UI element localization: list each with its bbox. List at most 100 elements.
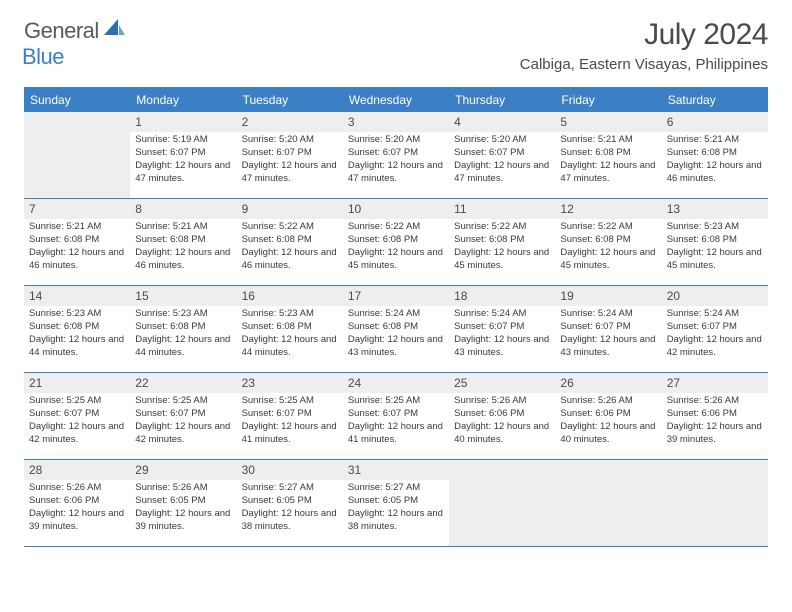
sunrise-line: Sunrise: 5:26 AM <box>29 482 125 495</box>
day-number: 10 <box>343 199 449 219</box>
sunrise-line: Sunrise: 5:25 AM <box>348 395 444 408</box>
calendar-cell: 20Sunrise: 5:24 AMSunset: 6:07 PMDayligh… <box>662 286 768 372</box>
day-number: 19 <box>555 286 661 306</box>
sunset-line: Sunset: 6:08 PM <box>29 234 125 247</box>
sunset-line: Sunset: 6:08 PM <box>348 321 444 334</box>
sunset-line: Sunset: 6:07 PM <box>29 408 125 421</box>
calendar-cell: 15Sunrise: 5:23 AMSunset: 6:08 PMDayligh… <box>130 286 236 372</box>
day-header-wednesday: Wednesday <box>343 89 449 112</box>
header: General July 2024 Calbiga, Eastern Visay… <box>0 0 792 79</box>
sunrise-line: Sunrise: 5:20 AM <box>242 134 338 147</box>
day-number: 8 <box>130 199 236 219</box>
logo-sail-icon <box>104 19 126 42</box>
sunrise-line: Sunrise: 5:25 AM <box>29 395 125 408</box>
sunset-line: Sunset: 6:08 PM <box>667 234 763 247</box>
daylight-line: Daylight: 12 hours and 47 minutes. <box>560 160 656 186</box>
sunset-line: Sunset: 6:05 PM <box>242 495 338 508</box>
daylight-line: Daylight: 12 hours and 39 minutes. <box>667 421 763 447</box>
calendar-cell: 28Sunrise: 5:26 AMSunset: 6:06 PMDayligh… <box>24 460 130 546</box>
calendar-cell: 24Sunrise: 5:25 AMSunset: 6:07 PMDayligh… <box>343 373 449 459</box>
daylight-line: Daylight: 12 hours and 42 minutes. <box>29 421 125 447</box>
day-number: 22 <box>130 373 236 393</box>
day-number: 17 <box>343 286 449 306</box>
calendar-cell: 21 Sunrise: 5:25 AMSunset: 6:07 PMDayligh… <box>24 373 130 459</box>
sunset-line: Sunset: 6:08 PM <box>348 234 444 247</box>
daylight-line: Daylight: 12 hours and 43 minutes. <box>454 334 550 360</box>
day-number: 16 <box>237 286 343 306</box>
sunset-line: Sunset: 6:07 PM <box>348 408 444 421</box>
day-header-friday: Friday <box>555 89 661 112</box>
day-number: 1 <box>130 112 236 132</box>
day-number: 13 <box>662 199 768 219</box>
sunrise-line: Sunrise: 5:27 AM <box>348 482 444 495</box>
calendar-cell: 4Sunrise: 5:20 AMSunset: 6:07 PMDaylight… <box>449 112 555 198</box>
day-number: 9 <box>237 199 343 219</box>
daylight-line: Daylight: 12 hours and 42 minutes. <box>135 421 231 447</box>
logo-text-general: General <box>24 18 99 44</box>
calendar-cell: 12Sunrise: 5:22 AMSunset: 6:08 PMDayligh… <box>555 199 661 285</box>
calendar-cell: 25Sunrise: 5:26 AMSunset: 6:06 PMDayligh… <box>449 373 555 459</box>
sunset-line: Sunset: 6:08 PM <box>29 321 125 334</box>
daylight-line: Daylight: 12 hours and 38 minutes. <box>242 508 338 534</box>
sunrise-line: Sunrise: 5:21 AM <box>667 134 763 147</box>
calendar-cell: 23Sunrise: 5:25 AMSunset: 6:07 PMDayligh… <box>237 373 343 459</box>
day-number: 27 <box>662 373 768 393</box>
sunrise-line: Sunrise: 5:25 AM <box>135 395 231 408</box>
calendar-cell: 14Sunrise: 5:23 AMSunset: 6:08 PMDayligh… <box>24 286 130 372</box>
daylight-line: Daylight: 12 hours and 45 minutes. <box>560 247 656 273</box>
day-number: 31 <box>343 460 449 480</box>
daylight-line: Daylight: 12 hours and 43 minutes. <box>348 334 444 360</box>
weeks-container: 1Sunrise: 5:19 AMSunset: 6:07 PMDaylight… <box>24 112 768 547</box>
day-number: 20 <box>662 286 768 306</box>
day-number: 3 <box>343 112 449 132</box>
week-row: 21Sunrise: 5:25 AMSunset: 6:07 PMDayligh… <box>24 373 768 460</box>
calendar-cell: 9Sunrise: 5:22 AMSunset: 6:08 PMDaylight… <box>237 199 343 285</box>
sunrise-line: Sunrise: 5:25 AM <box>242 395 338 408</box>
calendar-cell: 11Sunrise: 5:22 AMSunset: 6:08 PMDayligh… <box>449 199 555 285</box>
daylight-line: Daylight: 12 hours and 46 minutes. <box>29 247 125 273</box>
logo: General <box>24 18 128 44</box>
day-header-thursday: Thursday <box>449 89 555 112</box>
sunset-line: Sunset: 6:07 PM <box>135 147 231 160</box>
calendar-cell: 1Sunrise: 5:19 AMSunset: 6:07 PMDaylight… <box>130 112 236 198</box>
daylight-line: Daylight: 12 hours and 39 minutes. <box>29 508 125 534</box>
day-number: 25 <box>449 373 555 393</box>
daylight-line: Daylight: 12 hours and 39 minutes. <box>135 508 231 534</box>
calendar-cell: 18 Sunrise: 5:24 AMSunset: 6:07 PMDayligh… <box>449 286 555 372</box>
sunset-line: Sunset: 6:07 PM <box>454 321 550 334</box>
daylight-line: Daylight: 12 hours and 47 minutes. <box>348 160 444 186</box>
calendar-cell: 30Sunrise: 5:27 AMSunset: 6:05 PMDayligh… <box>237 460 343 546</box>
daylight-line: Daylight: 12 hours and 44 minutes. <box>135 334 231 360</box>
daylight-line: Daylight: 12 hours and 45 minutes. <box>667 247 763 273</box>
daylight-line: Daylight: 12 hours and 45 minutes. <box>348 247 444 273</box>
sunset-line: Sunset: 6:05 PM <box>135 495 231 508</box>
sunrise-line: Sunrise: 5:24 AM <box>454 308 550 321</box>
day-number: 18 <box>449 286 555 306</box>
day-number: 2 <box>237 112 343 132</box>
sunset-line: Sunset: 6:07 PM <box>560 321 656 334</box>
sunset-line: Sunset: 6:07 PM <box>242 147 338 160</box>
day-number: 21 <box>24 373 130 393</box>
sunrise-line: Sunrise: 5:21 AM <box>560 134 656 147</box>
sunrise-line: Sunrise: 5:26 AM <box>560 395 656 408</box>
sunrise-line: Sunrise: 5:24 AM <box>348 308 444 321</box>
sunrise-line: Sunrise: 5:23 AM <box>242 308 338 321</box>
daylight-line: Daylight: 12 hours and 47 minutes. <box>135 160 231 186</box>
sunrise-line: Sunrise: 5:20 AM <box>454 134 550 147</box>
sunrise-line: Sunrise: 5:22 AM <box>560 221 656 234</box>
daylight-line: Daylight: 12 hours and 38 minutes. <box>348 508 444 534</box>
day-number: 7 <box>24 199 130 219</box>
daylight-line: Daylight: 12 hours and 47 minutes. <box>454 160 550 186</box>
sunset-line: Sunset: 6:08 PM <box>135 321 231 334</box>
sunrise-line: Sunrise: 5:26 AM <box>454 395 550 408</box>
sunset-line: Sunset: 6:07 PM <box>135 408 231 421</box>
calendar: Sunday Monday Tuesday Wednesday Thursday… <box>24 87 768 547</box>
title-block: July 2024 Calbiga, Eastern Visayas, Phil… <box>520 18 768 73</box>
sunset-line: Sunset: 6:08 PM <box>242 234 338 247</box>
day-header-row: Sunday Monday Tuesday Wednesday Thursday… <box>24 89 768 112</box>
sunset-line: Sunset: 6:08 PM <box>560 147 656 160</box>
sunrise-line: Sunrise: 5:23 AM <box>135 308 231 321</box>
sunrise-line: Sunrise: 5:23 AM <box>29 308 125 321</box>
calendar-cell: 2Sunrise: 5:20 AMSunset: 6:07 PMDaylight… <box>237 112 343 198</box>
day-number: 4 <box>449 112 555 132</box>
